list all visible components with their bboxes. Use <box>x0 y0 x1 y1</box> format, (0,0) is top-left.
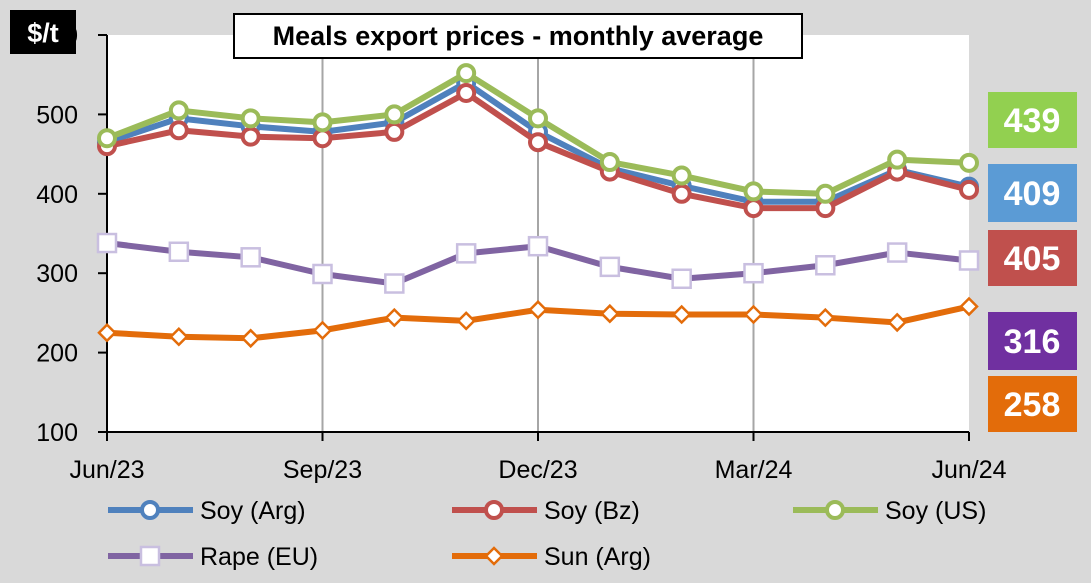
data-point <box>484 500 504 520</box>
data-point <box>671 268 692 290</box>
data-point <box>168 100 189 121</box>
data-point <box>240 108 261 129</box>
data-point <box>599 256 621 278</box>
y-tick-label: 500 <box>36 101 78 129</box>
legend-entry: Soy (US) <box>793 497 986 525</box>
data-point <box>168 241 190 263</box>
chart-title-box <box>233 13 803 59</box>
data-point <box>599 152 620 173</box>
data-point <box>168 120 189 141</box>
legend-label: Soy (Arg) <box>200 497 306 525</box>
legend-label: Sun (Arg) <box>544 543 651 571</box>
badge-316 <box>988 312 1077 370</box>
series-rape-eu <box>96 232 980 294</box>
legend-entry: Soy (Bz) <box>452 497 640 525</box>
badge-405 <box>988 230 1077 286</box>
data-point <box>815 307 836 328</box>
data-point <box>528 108 548 129</box>
badge-439 <box>988 92 1077 148</box>
latest-value-badges: 439 409 405 316 258 <box>988 92 1077 432</box>
data-point <box>240 247 261 268</box>
data-point <box>959 296 979 317</box>
data-point <box>825 500 845 520</box>
data-point <box>528 299 548 320</box>
data-point <box>959 179 979 200</box>
chart-title: Meals export prices - monthly average <box>273 21 764 51</box>
data-point <box>958 250 980 271</box>
data-point <box>455 243 477 264</box>
data-point <box>887 312 907 333</box>
badge-value: 439 <box>1004 102 1061 140</box>
data-point <box>743 198 764 219</box>
data-point <box>528 132 548 153</box>
data-point <box>240 126 261 147</box>
data-point <box>671 183 692 204</box>
data-point <box>312 112 333 133</box>
data-point <box>456 82 477 103</box>
axes: 100200300400500600Jun/23Sep/23Dec/23Mar/… <box>36 22 1006 484</box>
data-point <box>527 235 549 257</box>
data-point <box>384 121 405 142</box>
badge-258 <box>988 376 1077 432</box>
y-axis-unit-label: $/t <box>27 18 59 48</box>
y-tick-label: 300 <box>36 260 78 288</box>
unit-label-box <box>10 10 76 54</box>
data-point <box>887 149 908 170</box>
x-tick-label: Mar/24 <box>715 456 793 484</box>
data-point <box>240 328 261 349</box>
badge-value: 316 <box>1004 323 1061 361</box>
data-point <box>384 273 405 294</box>
data-point <box>456 63 477 84</box>
series-lines <box>96 63 980 349</box>
data-point <box>959 152 979 173</box>
y-tick-label: 200 <box>36 340 78 368</box>
x-tick-label: Sep/23 <box>283 456 362 484</box>
badge-value: 405 <box>1004 240 1061 278</box>
legend-entry: Sun (Arg) <box>452 543 651 571</box>
data-point <box>815 183 836 204</box>
data-point <box>97 128 117 149</box>
x-tick-label: Dec/23 <box>498 456 577 484</box>
data-point <box>671 304 692 325</box>
legend-label: Soy (Bz) <box>544 497 640 525</box>
legend-label: Rape (EU) <box>200 543 318 571</box>
data-point <box>139 545 161 567</box>
data-point <box>312 128 333 149</box>
badge-value: 409 <box>1004 175 1061 213</box>
data-point <box>671 165 692 186</box>
series-soy-us <box>97 63 979 204</box>
data-point <box>96 232 118 254</box>
data-point <box>456 311 476 331</box>
data-point <box>140 500 160 520</box>
legend: Soy (Arg) Soy (Bz) Soy (US) Rape (EU) Sun (A… <box>108 497 986 571</box>
data-point <box>743 262 764 284</box>
data-point <box>815 255 836 276</box>
series-sun-arg <box>97 296 979 349</box>
legend-entry: Soy (Arg) <box>108 497 306 525</box>
data-point <box>743 181 764 202</box>
data-point <box>384 307 405 328</box>
badge-value: 258 <box>1004 386 1061 424</box>
legend-label: Soy (US) <box>885 497 986 525</box>
data-point <box>743 304 764 325</box>
badge-409 <box>988 164 1077 222</box>
grid-lines <box>321 35 755 432</box>
legend-entry: Rape (EU) <box>108 543 318 571</box>
data-point <box>312 320 333 341</box>
y-tick-label: 100 <box>36 419 78 447</box>
data-point <box>312 263 333 285</box>
y-tick-label: 400 <box>36 181 78 209</box>
x-tick-label: Jun/23 <box>69 456 144 484</box>
data-point <box>169 326 189 347</box>
data-point <box>886 242 908 263</box>
data-point <box>97 322 117 343</box>
data-point <box>484 546 504 566</box>
data-point <box>600 303 620 324</box>
x-tick-label: Jun/24 <box>931 456 1006 484</box>
data-point <box>384 104 405 125</box>
